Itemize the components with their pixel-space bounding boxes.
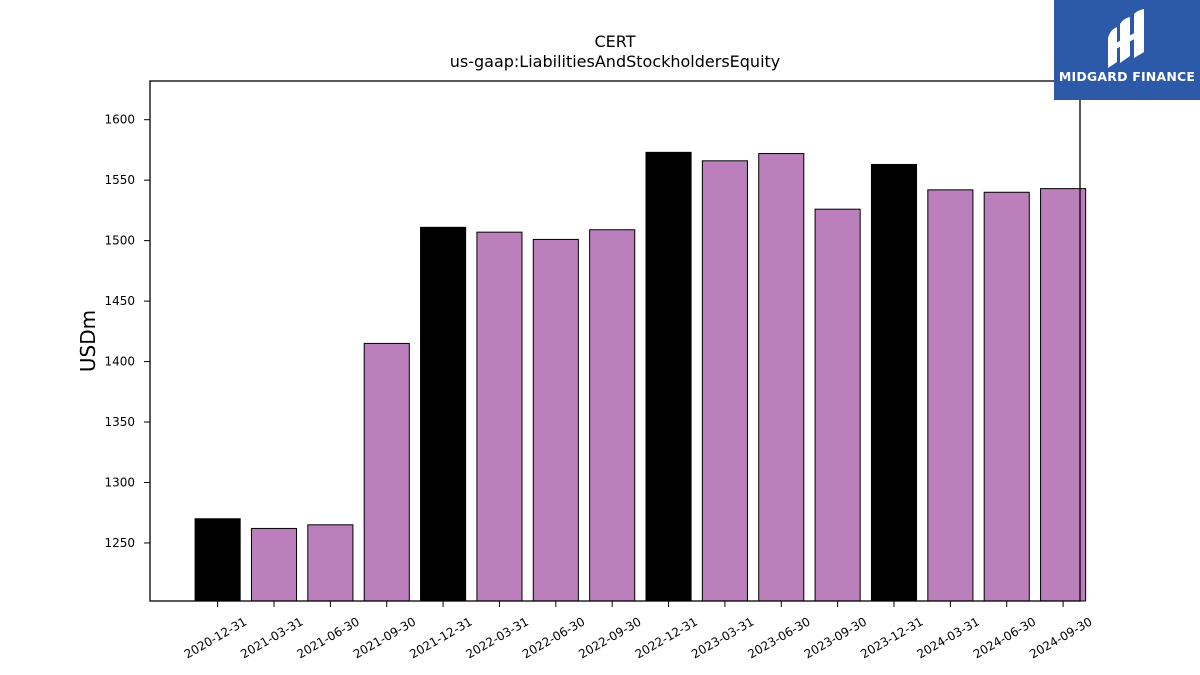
y-axis-label: USDm	[76, 309, 100, 373]
x-tick-label: 2021-03-31	[238, 614, 305, 661]
x-tick-label: 2024-06-30	[971, 614, 1038, 661]
x-tick-label: 2022-09-30	[576, 614, 643, 661]
brand-logo: MIDGARD FINANCE	[1054, 0, 1200, 100]
bar	[814, 208, 861, 602]
x-tick-label: 2023-06-30	[745, 614, 812, 661]
x-tick-label: 2021-06-30	[294, 614, 361, 661]
x-tick-label: 2023-12-31	[858, 614, 925, 661]
x-tick-label: 2024-03-31	[914, 614, 981, 661]
x-tick-label: 2021-09-30	[351, 614, 418, 661]
y-tick-label: 1300	[104, 475, 135, 489]
x-tick-label: 2022-06-30	[520, 614, 587, 661]
bar	[307, 524, 354, 602]
bar	[1040, 188, 1087, 602]
x-tick-label: 2023-03-31	[689, 614, 756, 661]
bar	[983, 191, 1030, 602]
y-tick-label: 1450	[104, 294, 135, 308]
plot-frame	[149, 80, 1081, 602]
x-tick-label: 2022-12-31	[633, 614, 700, 661]
bar	[532, 238, 579, 602]
bar	[645, 151, 692, 602]
bar	[476, 231, 523, 602]
y-tick-label: 1400	[104, 355, 135, 369]
y-tick-label: 1600	[104, 113, 135, 127]
brand-name: MIDGARD FINANCE	[1058, 69, 1196, 84]
y-tick-label: 1500	[104, 234, 135, 248]
bar	[363, 342, 410, 602]
x-tick-label: 2024-09-30	[1027, 614, 1094, 661]
bar	[870, 163, 918, 602]
y-tick-label: 1250	[104, 536, 135, 550]
y-tick-label: 1550	[104, 173, 135, 187]
x-tick-label: 2020-12-31	[182, 614, 249, 661]
x-tick-label: 2022-03-31	[464, 614, 531, 661]
y-tick-label: 1350	[104, 415, 135, 429]
chart-title: CERT	[594, 32, 636, 51]
bar	[701, 160, 748, 602]
bar	[589, 229, 636, 602]
bar	[758, 153, 805, 602]
x-tick-label: 2023-09-30	[802, 614, 869, 661]
chart-subtitle: us-gaap:LiabilitiesAndStockholdersEquity	[449, 52, 781, 71]
x-tick-label: 2021-12-31	[407, 614, 474, 661]
bar	[420, 226, 467, 602]
midgard-logo-icon	[1108, 9, 1144, 68]
bar	[194, 518, 241, 602]
bar	[250, 527, 298, 602]
bar	[927, 189, 974, 602]
